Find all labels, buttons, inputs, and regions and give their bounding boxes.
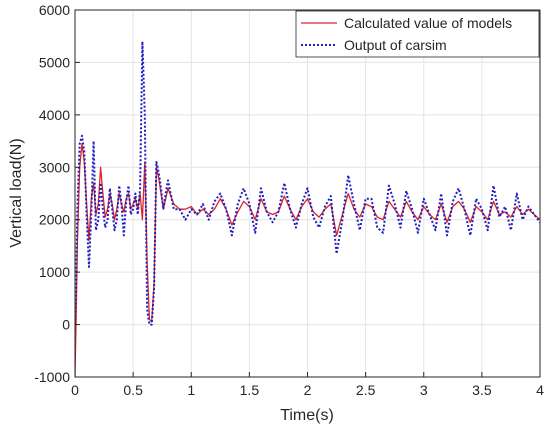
x-tick-label: 4 (536, 382, 544, 398)
legend-label-calculated: Calculated value of models (344, 15, 512, 31)
x-tick-label: 2 (304, 382, 312, 398)
x-tick-label: 1.5 (240, 382, 260, 398)
ticks: 0 0.5 1 1.5 2 2.5 3 3.5 4-1000010002000300040005… (34, 2, 544, 398)
y-tick-label: 6000 (39, 2, 70, 18)
y-tick-label: 4000 (39, 107, 70, 123)
legend-box (295, 10, 540, 58)
x-tick-label: 1 (187, 382, 195, 398)
legend-label-carsim: Output of carsim (344, 37, 447, 53)
y-axis-label: Vertical load(N) (8, 138, 25, 247)
y-tick-label: -1000 (34, 369, 70, 385)
x-tick-label: 0.5 (123, 382, 143, 398)
legend: Calculated value of models Output of car… (295, 10, 540, 58)
series-line-carsim (75, 40, 540, 326)
x-tick-label: 3 (420, 382, 428, 398)
x-tick-label: 3.5 (472, 382, 492, 398)
x-tick-label: 0 (71, 382, 79, 398)
x-axis-label: Time(s) (280, 407, 334, 424)
y-tick-label: 0 (62, 317, 70, 333)
y-tick-label: 2000 (39, 212, 70, 228)
series-layer (75, 40, 540, 377)
y-tick-label: 3000 (39, 159, 70, 175)
y-tick-label: 5000 (39, 54, 70, 70)
y-tick-label: 1000 (39, 264, 70, 280)
x-tick-label: 2.5 (356, 382, 376, 398)
